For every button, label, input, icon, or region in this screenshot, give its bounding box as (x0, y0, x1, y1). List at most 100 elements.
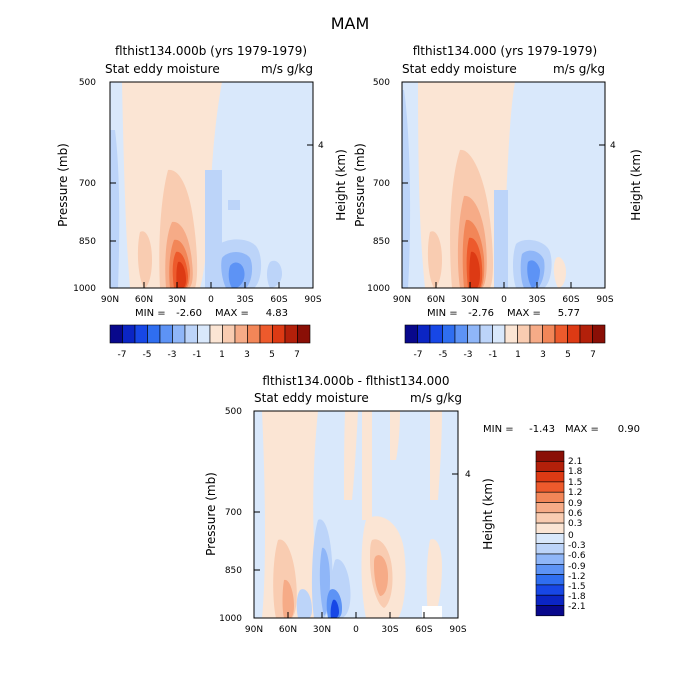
field-shade-1 (402, 90, 411, 288)
colorbar-swatch (147, 324, 161, 344)
cbar-label: -0.6 (568, 551, 586, 561)
ytick-700: 700 (373, 179, 390, 189)
colorbar-swatch (442, 324, 456, 344)
panel-2-subtitle: Stat eddy moisture (402, 62, 517, 76)
panel-2-field (402, 82, 605, 288)
panel-1-title: flthist134.000b (yrs 1979-1979) (115, 44, 307, 58)
colorbar-swatch (134, 324, 148, 344)
colorbar-swatch (535, 460, 565, 472)
colorbar-swatch (554, 324, 568, 344)
colorbar-swatch (479, 324, 493, 344)
panel-2-colorbar-labels: -7 -5 -3 -1 1 3 5 7 (414, 350, 596, 360)
cbar-label: 5 (565, 350, 571, 360)
colorbar-swatch (404, 324, 418, 344)
colorbar-swatch (222, 324, 236, 344)
cbar-label: 3 (540, 350, 546, 360)
colorbar-swatch (535, 574, 565, 586)
panel-3-title: flthist134.000b - flthist134.000 (262, 374, 449, 388)
cbar-label: 7 (590, 350, 596, 360)
panel-3-yaxis: 500 700 850 1000 Pressure (mb) 4 Height … (204, 407, 495, 624)
panel-1-colorbar (109, 324, 311, 344)
colorbar-swatch (542, 324, 556, 344)
xtick-0: 0 (208, 295, 214, 305)
colorbar-swatch (535, 522, 565, 534)
colorbar-swatch (567, 324, 581, 344)
colorbar-swatch (535, 512, 565, 524)
panel-3-ylabel: Pressure (mb) (204, 472, 218, 556)
ytick-1000: 1000 (367, 284, 390, 294)
cbar-label: -5 (439, 350, 448, 360)
max-value: 5.77 (558, 308, 580, 319)
colorbar-swatch (535, 584, 565, 596)
cbar-label: -7 (414, 350, 423, 360)
figure-title: MAM (331, 14, 370, 33)
max-label: MAX = (215, 308, 249, 319)
colorbar-swatch (535, 594, 565, 606)
panel-1-yaxis: 500 700 850 1000 Pressure (mb) 4 Height … (56, 78, 348, 294)
panel-1-colorbar-labels: -7 -5 -3 -1 1 3 5 7 (118, 350, 300, 360)
colorbar-swatch (504, 324, 518, 344)
field-shade-2 (282, 579, 294, 618)
cbar-label: -0.3 (568, 541, 586, 551)
cbar-label: 0.9 (568, 499, 583, 509)
ytick-850: 850 (79, 237, 96, 247)
cbar-label: -3 (464, 350, 473, 360)
field-shade-6 (553, 256, 566, 288)
xtick-60N: 60N (427, 295, 445, 305)
min-label: MIN = (427, 308, 458, 319)
colorbar-swatch (172, 324, 186, 344)
xtick-30N: 30N (313, 625, 331, 635)
xtick-60S: 60S (270, 295, 287, 305)
xtick-90S: 90S (596, 295, 613, 305)
cbar-label: 1.2 (568, 488, 582, 498)
cbar-label: 3 (244, 350, 250, 360)
cbar-label: -1 (489, 350, 498, 360)
ytick-500: 500 (79, 78, 96, 88)
max-label: MAX = (565, 424, 599, 435)
colorbar-swatch (297, 324, 311, 344)
panel-3-field (254, 411, 458, 618)
xtick-30N: 30N (168, 295, 186, 305)
xtick-60N: 60N (279, 625, 297, 635)
colorbar-swatch (417, 324, 431, 344)
xtick-60S: 60S (415, 625, 432, 635)
xtick-90N: 90N (101, 295, 119, 305)
cbar-label: -5 (143, 350, 152, 360)
panel-2-ylabel: Pressure (mb) (353, 143, 367, 227)
min-value: -2.60 (176, 308, 202, 319)
colorbar-swatch (209, 324, 223, 344)
ytick-500: 500 (373, 78, 390, 88)
ytick-850: 850 (373, 237, 390, 247)
panel-1-minmax: MIN = -2.60 MAX = 4.83 (135, 308, 288, 319)
colorbar-swatch (535, 491, 565, 503)
panel-1-xaxis: 90N 60N 30N 0 30S 60S 90S (101, 282, 322, 305)
field-shade-5 (527, 260, 540, 288)
field-shade-6 (228, 262, 245, 288)
min-value: -1.43 (529, 424, 555, 435)
panel-3-subtitle: Stat eddy moisture (254, 391, 369, 405)
field-shade-12 (469, 251, 480, 288)
ytick-1000: 1000 (73, 284, 96, 294)
field-shade-3 (228, 200, 240, 210)
field-shade-4 (374, 555, 388, 596)
panel-2-title: flthist134.000 (yrs 1979-1979) (413, 44, 597, 58)
colorbar-swatch (122, 324, 136, 344)
colorbar-swatch (492, 324, 506, 344)
panel-3-units: m/s g/kg (410, 391, 462, 405)
panel-1: flthist134.000b (yrs 1979-1979) Stat edd… (56, 44, 348, 360)
cbar-label: -3 (168, 350, 177, 360)
field-shade-2 (494, 190, 508, 288)
ytick-850: 850 (225, 566, 242, 576)
colorbar-swatch (259, 324, 273, 344)
colorbar-swatch (284, 324, 298, 344)
cbar-label: -1 (193, 350, 202, 360)
xtick-0: 0 (501, 295, 507, 305)
colorbar-swatch (272, 324, 286, 344)
field-positive-region-5 (430, 411, 442, 500)
cbar-label: 0.3 (568, 519, 582, 529)
ytick-700: 700 (79, 179, 96, 189)
cbar-label: 0.6 (568, 509, 583, 519)
xtick-30S: 30S (528, 295, 545, 305)
panel-1-units: m/s g/kg (261, 62, 313, 76)
